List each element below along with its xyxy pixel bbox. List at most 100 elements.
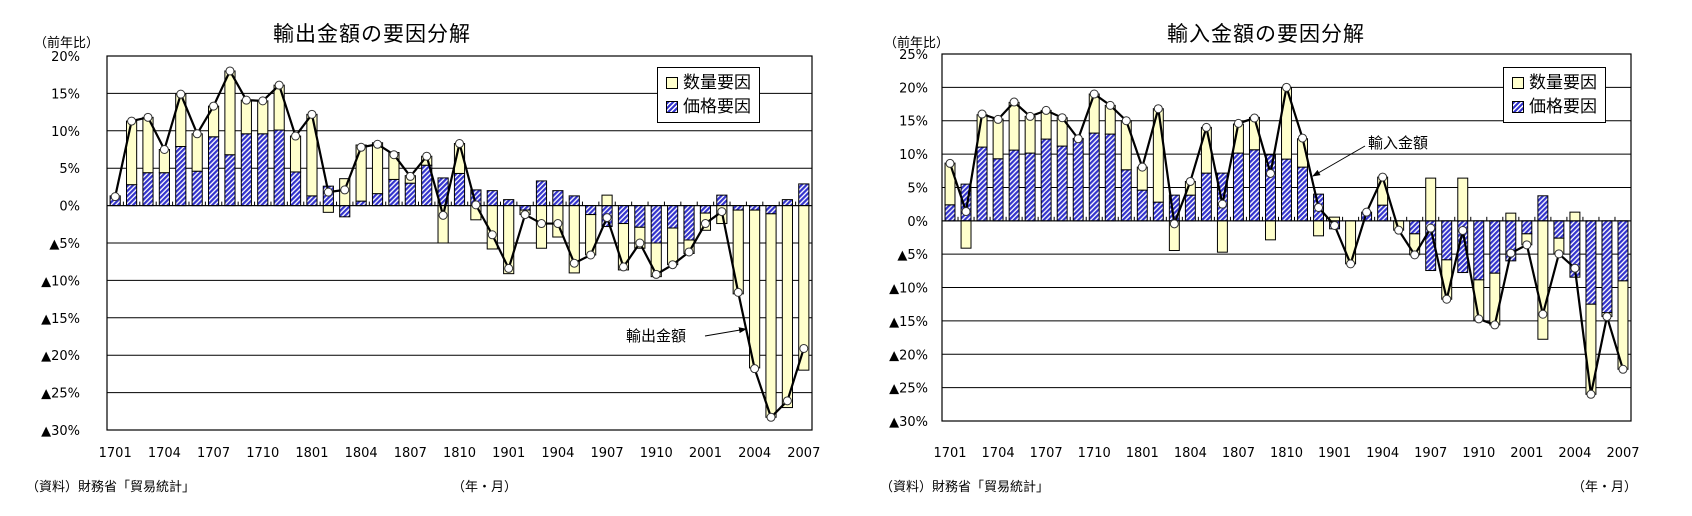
total-point [782,396,792,406]
x-tick-label: 2001 [1510,446,1543,461]
total-point [1105,100,1115,110]
y-tick-label: ▲25% [889,382,928,397]
total-point [1249,113,1259,123]
price-bar [568,195,580,207]
volume-bar [289,135,302,173]
legend-item-price: 価格要因 [1512,95,1597,119]
volume-bar [1537,220,1549,340]
legend-label: 価格要因 [1529,97,1597,117]
total-point [684,247,694,257]
price-bar [749,205,761,211]
total-point [553,219,563,229]
import-legend: 数量要因 価格要因 [1503,67,1606,123]
total-point [110,192,120,202]
y-tick-label: 20% [899,81,928,96]
price-bar [1473,220,1485,281]
total-point [323,187,333,197]
total-point [1490,320,1500,330]
total-point [1362,207,1372,217]
export-chart: 20% 15% 10% 5% 0% ▲5% ▲10% ▲15% ▲20% ▲25% ▲30% 1701… [41,50,820,461]
total-point [258,96,268,106]
total-point [1217,199,1227,209]
price-bar [1441,220,1453,261]
total-point [1282,82,1291,92]
x-tick-label: 1904 [1366,446,1399,461]
price-bar [1120,169,1132,222]
import-y-unit: （前年比） [884,36,950,51]
price-bar [486,190,498,207]
total-point [1025,111,1035,121]
total-point [176,89,186,99]
price-bar [1024,152,1036,222]
export-chart-title: 輸出金額の要因分解 [273,22,471,46]
total-point [717,207,727,217]
price-bar [306,195,318,207]
total-point [1346,259,1356,269]
volume-bar [1008,101,1020,151]
price-bar [257,133,269,207]
total-point [1201,122,1211,132]
volume-bar [960,220,972,249]
price-bar [126,184,138,207]
volume-bar [1024,115,1036,154]
price-swatch [1512,101,1524,113]
price-bar [1040,138,1052,222]
price-bar [1601,220,1613,314]
total-point [1137,162,1147,172]
total-point [1410,250,1420,260]
export-line-annotation: 輸出金額 [626,327,687,345]
total-point [1121,116,1131,126]
total-point [1378,172,1388,182]
total-point [1185,176,1195,186]
total-point [945,158,955,168]
price-bar [191,170,203,207]
total-point [373,139,383,149]
price-bar [1216,172,1228,222]
total-point [1057,113,1067,123]
total-point [487,230,497,240]
y-tick-label: 0% [59,200,80,215]
y-tick-label: 10% [51,125,80,140]
volume-bar [1313,220,1325,237]
import-x-unit: （年・月） [1572,480,1638,495]
volume-bar [191,133,203,172]
price-bar [535,180,548,207]
total-point [536,219,546,229]
price-bar [273,129,285,207]
price-bar [765,205,777,215]
x-tick-label: 1707 [197,446,230,461]
x-tick-label: 1701 [933,446,966,461]
total-point [1570,263,1580,273]
price-bar [781,199,793,207]
total-point [356,142,366,152]
volume-bar [371,142,384,195]
total-point [307,109,317,119]
price-bar [453,172,466,207]
total-point [1474,314,1484,324]
price-bar [224,154,236,207]
x-tick-label: 1910 [1462,446,1495,461]
price-bar [1152,201,1164,222]
total-point [1265,168,1275,178]
total-point [241,95,251,105]
total-point [651,269,661,279]
legend-item-volume: 数量要因 [1512,71,1597,95]
price-bar [371,193,384,207]
volume-bar [1265,220,1276,241]
x-tick-label: 1704 [148,446,181,461]
volume-bar [1216,220,1228,253]
volume-bar [1505,212,1517,222]
total-point [569,258,579,268]
total-point [143,112,153,122]
price-bar [683,205,695,241]
price-bar [667,205,679,229]
total-point [1506,248,1516,258]
volume-bar [781,205,793,409]
price-bar [1200,172,1212,222]
total-point [274,80,284,90]
total-point [127,116,137,126]
total-point [1522,240,1532,250]
total-point [635,238,645,248]
price-bar [699,205,712,214]
